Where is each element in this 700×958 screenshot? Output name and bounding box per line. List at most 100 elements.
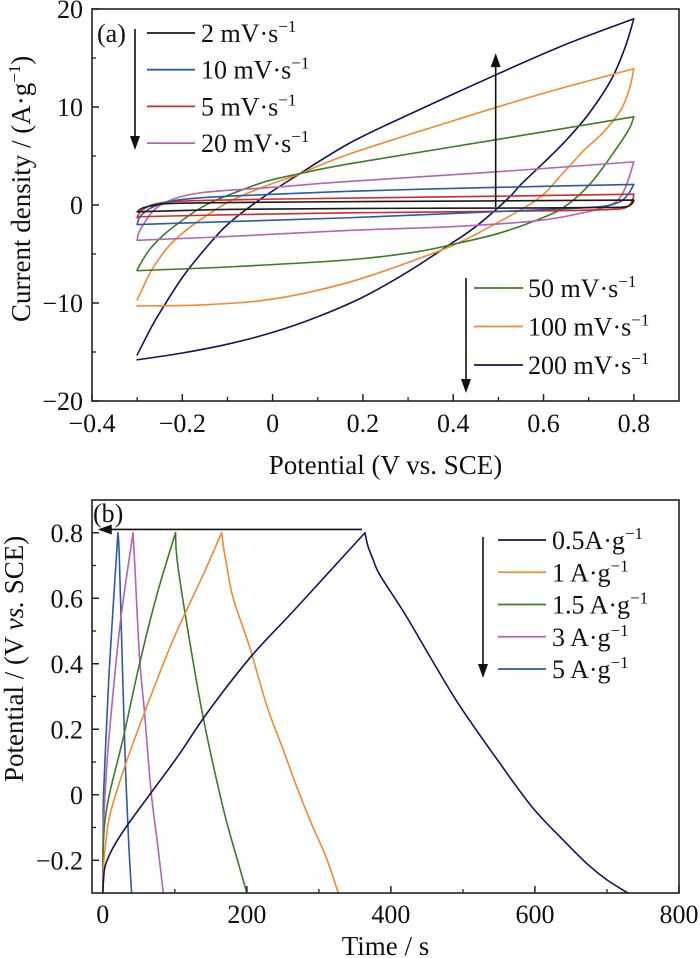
x-tick-label: 800 [660,900,699,929]
plot-frame [91,8,680,402]
series-line-200-mv-s [136,18,635,361]
series-line-0p5a-g [102,531,629,894]
x-tick-label: 400 [371,900,410,929]
y-tick-label: 0.6 [51,584,84,613]
arrow-head-icon [130,136,140,150]
y-tick-label: −10 [42,289,83,318]
series-group [102,531,629,894]
y-tick-label: 10 [57,93,83,122]
legend-label-text: 1.5 A·g [552,591,630,620]
y-tick-label: 0 [70,191,83,220]
legend-item: 50 mV·s−1 [474,272,636,303]
arrow-head-icon [97,524,112,535]
legend-label-superscript: −1 [618,272,636,291]
legend-label: 1 A·g−1 [552,556,629,587]
legend-label-superscript: −1 [630,589,648,608]
panel-label: (b) [93,499,123,528]
series-group [136,18,635,361]
legend-label-superscript: −1 [631,349,649,368]
x-tick-label: 0.4 [437,409,470,438]
arrow-head-icon [478,664,488,678]
legend-item: 200 mV·s−1 [474,349,649,380]
legend-item: 1 A·g−1 [498,556,629,587]
legend-label-text: 0.5A·g [552,526,625,555]
y-tick-label: 0.4 [51,650,84,679]
legend-label-superscript: −1 [625,524,643,543]
legend-order-arrow-down-icon [478,537,488,678]
series-line-2-mv-s [136,199,635,213]
y-tick-label: 0.8 [51,519,84,548]
legend-top-right: 0.5A·g−11 A·g−11.5 A·g−13 A·g−15 A·g−1 [478,524,648,684]
legend-label-text: 2 mV·s [201,19,278,48]
legend-label-text: 3 A·g [552,623,611,652]
y-axis-title-superscript: −1 [5,65,24,83]
trend-arrow-icon [97,524,363,535]
x-axis-title-text: Time / s [342,931,430,958]
x-axis-title-text: Potential (V vs. SCE) [269,450,503,480]
legend-label: 0.5A·g−1 [552,524,643,555]
legend-label-text: 200 mV·s [528,351,631,380]
legend-label: 200 mV·s−1 [528,349,649,380]
legend-item: 5 A·g−1 [498,653,629,684]
x-tick-label: 0.2 [347,409,380,438]
legend-item: 100 mV·s−1 [474,311,649,342]
y-tick-label: 0.2 [51,715,84,744]
legend-label-text: 10 mV·s [201,56,291,85]
legend-label: 10 mV·s−1 [201,54,309,85]
x-tick-label: 0 [266,409,279,438]
y-axis-title: Current density / (A·g−1) [5,56,36,322]
arrow-head-icon [490,53,501,68]
legend-label-text: 5 mV·s [201,92,278,121]
series-line-1-a-g [102,531,340,894]
legend-label-text: 5 A·g [552,655,611,684]
series-line-3-a-g [102,531,165,894]
x-axis-title: Potential (V vs. SCE) [269,450,503,480]
series-line-100-mv-s [136,67,635,307]
legend-item: 3 A·g−1 [498,621,629,652]
legend-label-superscript: −1 [611,621,629,640]
x-tick-label: 200 [227,900,266,929]
series-line-10-mv-s [136,183,635,226]
legend-label: 20 mV·s−1 [201,127,309,158]
x-tick-label: −0.2 [159,409,206,438]
y-tick-label: 20 [57,0,83,24]
panel-a-cv-chart: −0.4 −0.2 0 0.2 0.4 0.6 0.8 −20 −10 0 10 20 Potentia… [5,0,680,480]
legend-item: 2 mV·s−1 [147,17,296,48]
legend-order-arrow-down-icon [130,29,140,150]
x-axis-title: Time / s [342,931,430,958]
series-line-5-a-g [102,531,133,894]
x-tick-label: 600 [515,900,554,929]
legend-label-text: 50 mV·s [528,274,618,303]
legend-label: 50 mV·s−1 [528,272,636,303]
x-tick-label: 0 [96,900,109,929]
y-tick-label: 0 [70,781,83,810]
legend-order-arrow-down-icon [461,278,471,393]
x-tick-label: 0.6 [527,409,560,438]
y-axis-title-text: vs. [0,601,29,630]
series-line-1p5-a-g [102,531,248,894]
x-tick-label: 0.8 [618,409,651,438]
legend-label: 100 mV·s−1 [528,311,649,342]
legend-label: 5 mV·s−1 [201,90,296,121]
arrow-head-icon [461,379,471,393]
y-axis-title-text: SCE) [0,536,29,601]
legend-label-text: 1 A·g [552,558,611,587]
legend-label-text: 100 mV·s [528,313,631,342]
y-tick-label: −20 [42,387,83,416]
legend-label: 5 A·g−1 [552,653,629,684]
legend-top-left: 2 mV·s−110 mV·s−15 mV·s−120 mV·s−1 [130,17,309,158]
legend-label-superscript: −1 [611,653,629,672]
x-tick-label: −0.4 [68,409,115,438]
legend-item: 10 mV·s−1 [147,54,309,85]
panel-b-gcd-chart: 0 200 400 600 800 −0.2 0 0.2 0.4 0.6 0.8 Time / s Po… [0,499,699,958]
legend-label-superscript: −1 [278,17,296,36]
legend-item: 1.5 A·g−1 [498,589,648,620]
y-axis-title: Potential / (V vs. SCE) [0,536,29,782]
trend-arrow-icon [490,53,501,207]
panel-label: (a) [97,19,126,48]
legend-item: 0.5A·g−1 [498,524,643,555]
y-tick-label: −0.2 [36,846,83,875]
